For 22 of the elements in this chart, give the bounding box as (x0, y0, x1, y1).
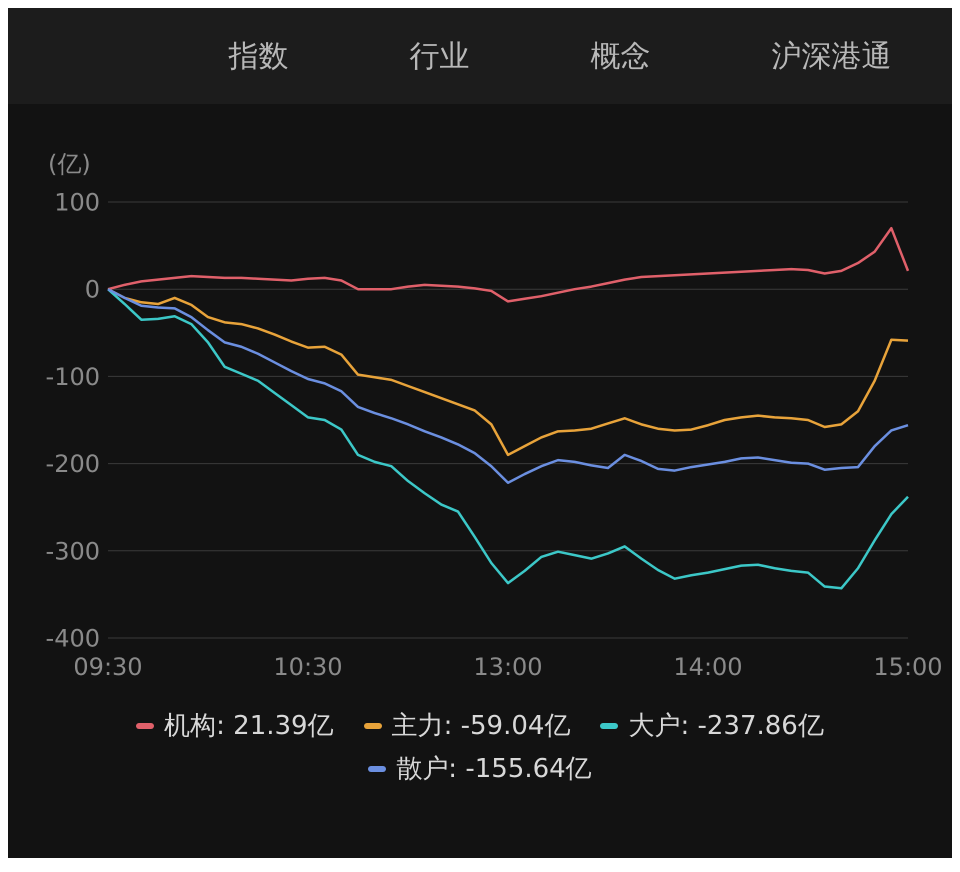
y-tick-label: -400 (46, 624, 100, 653)
legend-label: 大户: -237.86亿 (628, 710, 824, 743)
line-series (106, 288, 910, 590)
y-tick-label: -100 (46, 362, 100, 391)
text: 指数 (228, 38, 288, 76)
y-tick-label: -200 (46, 450, 100, 478)
x-tick-label: 14:00 (673, 653, 743, 682)
x-tick-label: 15:00 (873, 653, 943, 682)
legend-label: 机构: 21.39亿 (164, 710, 334, 743)
text: 行业 (410, 38, 470, 76)
text: 沪深港通 (772, 38, 892, 76)
y-tick-label: 0 (84, 276, 100, 304)
x-tick-label: 13:00 (473, 653, 543, 682)
text: 概念 (590, 38, 650, 76)
y-tick-label: 100 (54, 188, 100, 217)
legend-label: 散户: -155.64亿 (396, 753, 592, 786)
y-tick-label: -300 (46, 537, 100, 566)
x-tick-label: 09:30 (73, 653, 143, 682)
y-axis-title: (亿) (48, 149, 91, 180)
legend-label: 主力: -59.04亿 (392, 710, 570, 743)
x-tick-label: 10:30 (273, 653, 343, 682)
line-series (106, 226, 910, 303)
